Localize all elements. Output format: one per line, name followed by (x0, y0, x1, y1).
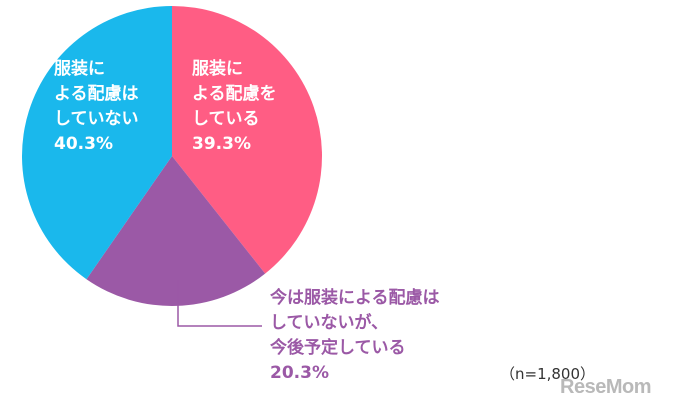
pie-slices (21, 6, 323, 306)
leader-line (177, 280, 262, 327)
slice-planned (86, 156, 266, 306)
slice-no-consideration (21, 6, 172, 280)
slice-label-line: よる配慮を (192, 83, 277, 104)
slice-value-label: 40.3% (54, 134, 113, 154)
slice-label-line: している (192, 109, 260, 129)
resemom-watermark: ReseMom (560, 376, 651, 398)
slice-label-line: 服装に (54, 58, 105, 79)
slice-label-line: よる配慮は (54, 83, 139, 104)
slice-label-line: 服装に (192, 58, 243, 79)
slice-label-line: していない (54, 109, 139, 129)
slice-label-line: していないが、 (270, 312, 388, 333)
slice-label-line: 今は服装による配慮は (270, 287, 440, 308)
slice-with-consideration (172, 6, 323, 274)
slice-label-line: 今後予定している (270, 337, 406, 358)
slice-value-label: 39.3% (192, 134, 251, 154)
sample-size: （n=1,800） (500, 365, 596, 383)
slice-value-label: 20.3% (270, 363, 329, 383)
